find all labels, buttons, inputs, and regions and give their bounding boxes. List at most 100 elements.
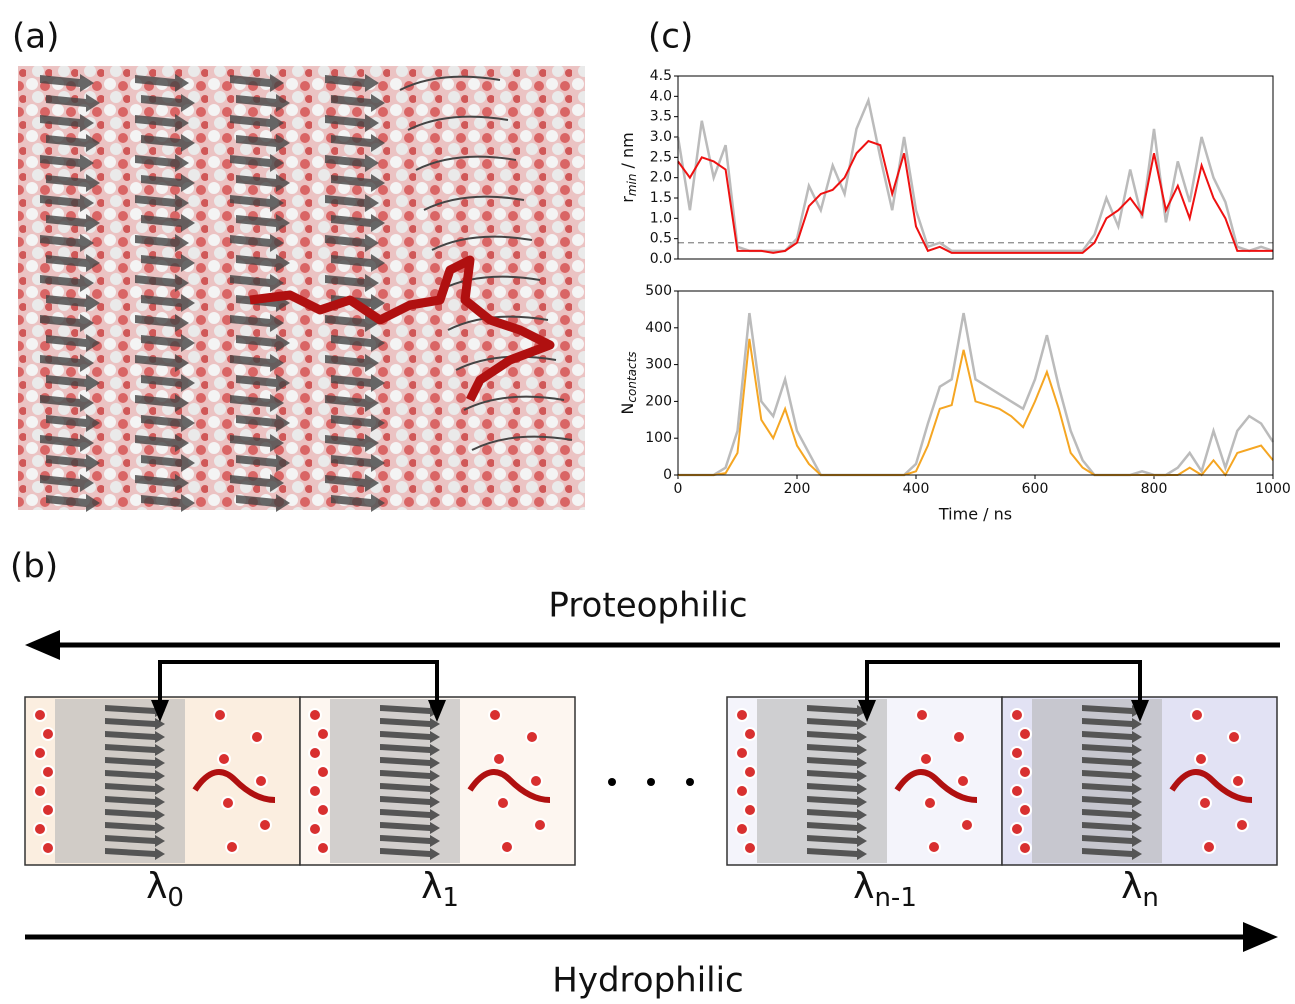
beta-strand (380, 770, 440, 782)
label-subscript: contacts (625, 351, 639, 402)
water (308, 784, 322, 798)
data-line (677, 139, 1273, 254)
water (956, 774, 970, 788)
beta-strand (141, 134, 195, 152)
beta-strand (1082, 757, 1142, 769)
arrow-head (428, 700, 446, 722)
beta-strand (46, 494, 100, 512)
beta-strand (331, 454, 385, 472)
arrow-head (1243, 922, 1278, 952)
beta-strand (807, 757, 867, 769)
x-tick-label: 200 (784, 481, 811, 497)
beta-strand (331, 254, 385, 272)
water (316, 765, 330, 779)
y-tick-label: 0.0 (650, 251, 672, 267)
water (960, 818, 974, 832)
beta-strand (135, 474, 189, 492)
x-tick-label: 0 (674, 481, 683, 497)
beta-strand (236, 414, 290, 432)
state-subscript: n (1142, 883, 1158, 913)
y-tick-label: 2.0 (650, 170, 672, 186)
state-label: λ0 (146, 866, 184, 913)
beta-strand (807, 822, 867, 834)
beta-strand (141, 454, 195, 472)
state-subscript: n-1 (874, 883, 916, 913)
water (1010, 746, 1024, 760)
beta-strand (325, 194, 379, 212)
beta-strand (141, 174, 195, 192)
plot-frame (677, 290, 1274, 476)
protein-surface (1032, 699, 1162, 863)
beta-strand (1082, 718, 1142, 730)
water (41, 803, 55, 817)
water (915, 708, 929, 722)
beta-strand (807, 705, 867, 717)
state-label: λ1 (421, 866, 459, 913)
beta-strand (105, 744, 165, 756)
water (250, 730, 264, 744)
beta-strand (135, 234, 189, 252)
state-label: λn-1 (853, 866, 917, 913)
beta-strand (1082, 848, 1142, 860)
protein-surface (55, 699, 185, 863)
beta-strand (135, 114, 189, 132)
beta-strand (807, 796, 867, 808)
beta-strand (325, 314, 379, 332)
beta-strand (236, 94, 290, 112)
water (1018, 803, 1032, 817)
arrow-head (1131, 700, 1149, 722)
state-symbol: λ (1121, 866, 1142, 907)
state-symbol: λ (421, 866, 442, 907)
arrow-head (151, 700, 169, 722)
coil (431, 235, 533, 251)
beta-strand (331, 174, 385, 192)
water (33, 708, 47, 722)
beta-strand (46, 414, 100, 432)
beta-strand (325, 274, 379, 292)
water (1018, 841, 1032, 855)
beta-strand (236, 454, 290, 472)
coil (415, 155, 517, 171)
water (1018, 765, 1032, 779)
beta-strand (325, 74, 379, 92)
beta-strand (40, 354, 94, 372)
label-part: N (618, 403, 637, 415)
water (952, 730, 966, 744)
exchange-arrow (158, 660, 439, 712)
coil (455, 355, 557, 371)
beta-strand (380, 731, 440, 743)
beta-strand (236, 334, 290, 352)
arrow-label: Proteophilic (548, 586, 747, 626)
beta-strand (40, 434, 94, 452)
y-tick-label: 1.0 (650, 210, 672, 226)
coil (463, 395, 565, 411)
molecular-art (40, 74, 573, 512)
water (533, 818, 547, 832)
water (496, 796, 510, 810)
beta-strand (325, 114, 379, 132)
beta-strand (236, 254, 290, 272)
water (735, 746, 749, 760)
beta-strand (46, 334, 100, 352)
beta-strand (1082, 705, 1142, 717)
beta-strand (40, 474, 94, 492)
water (735, 708, 749, 722)
protein-surface (757, 699, 887, 863)
beta-strand (380, 705, 440, 717)
ellipsis-dot (647, 778, 655, 786)
beta-strand (135, 354, 189, 372)
beta-strand (236, 174, 290, 192)
water (743, 803, 757, 817)
coil (407, 115, 509, 131)
water (927, 840, 941, 854)
label-subscript: min (625, 174, 639, 197)
beta-strand (807, 835, 867, 847)
water (316, 841, 330, 855)
beta-strand (105, 796, 165, 808)
beta-strand (105, 718, 165, 730)
ligand (467, 769, 551, 803)
water (743, 765, 757, 779)
beta-strand (141, 374, 195, 392)
beta-strand (230, 314, 284, 332)
water (1194, 752, 1208, 766)
